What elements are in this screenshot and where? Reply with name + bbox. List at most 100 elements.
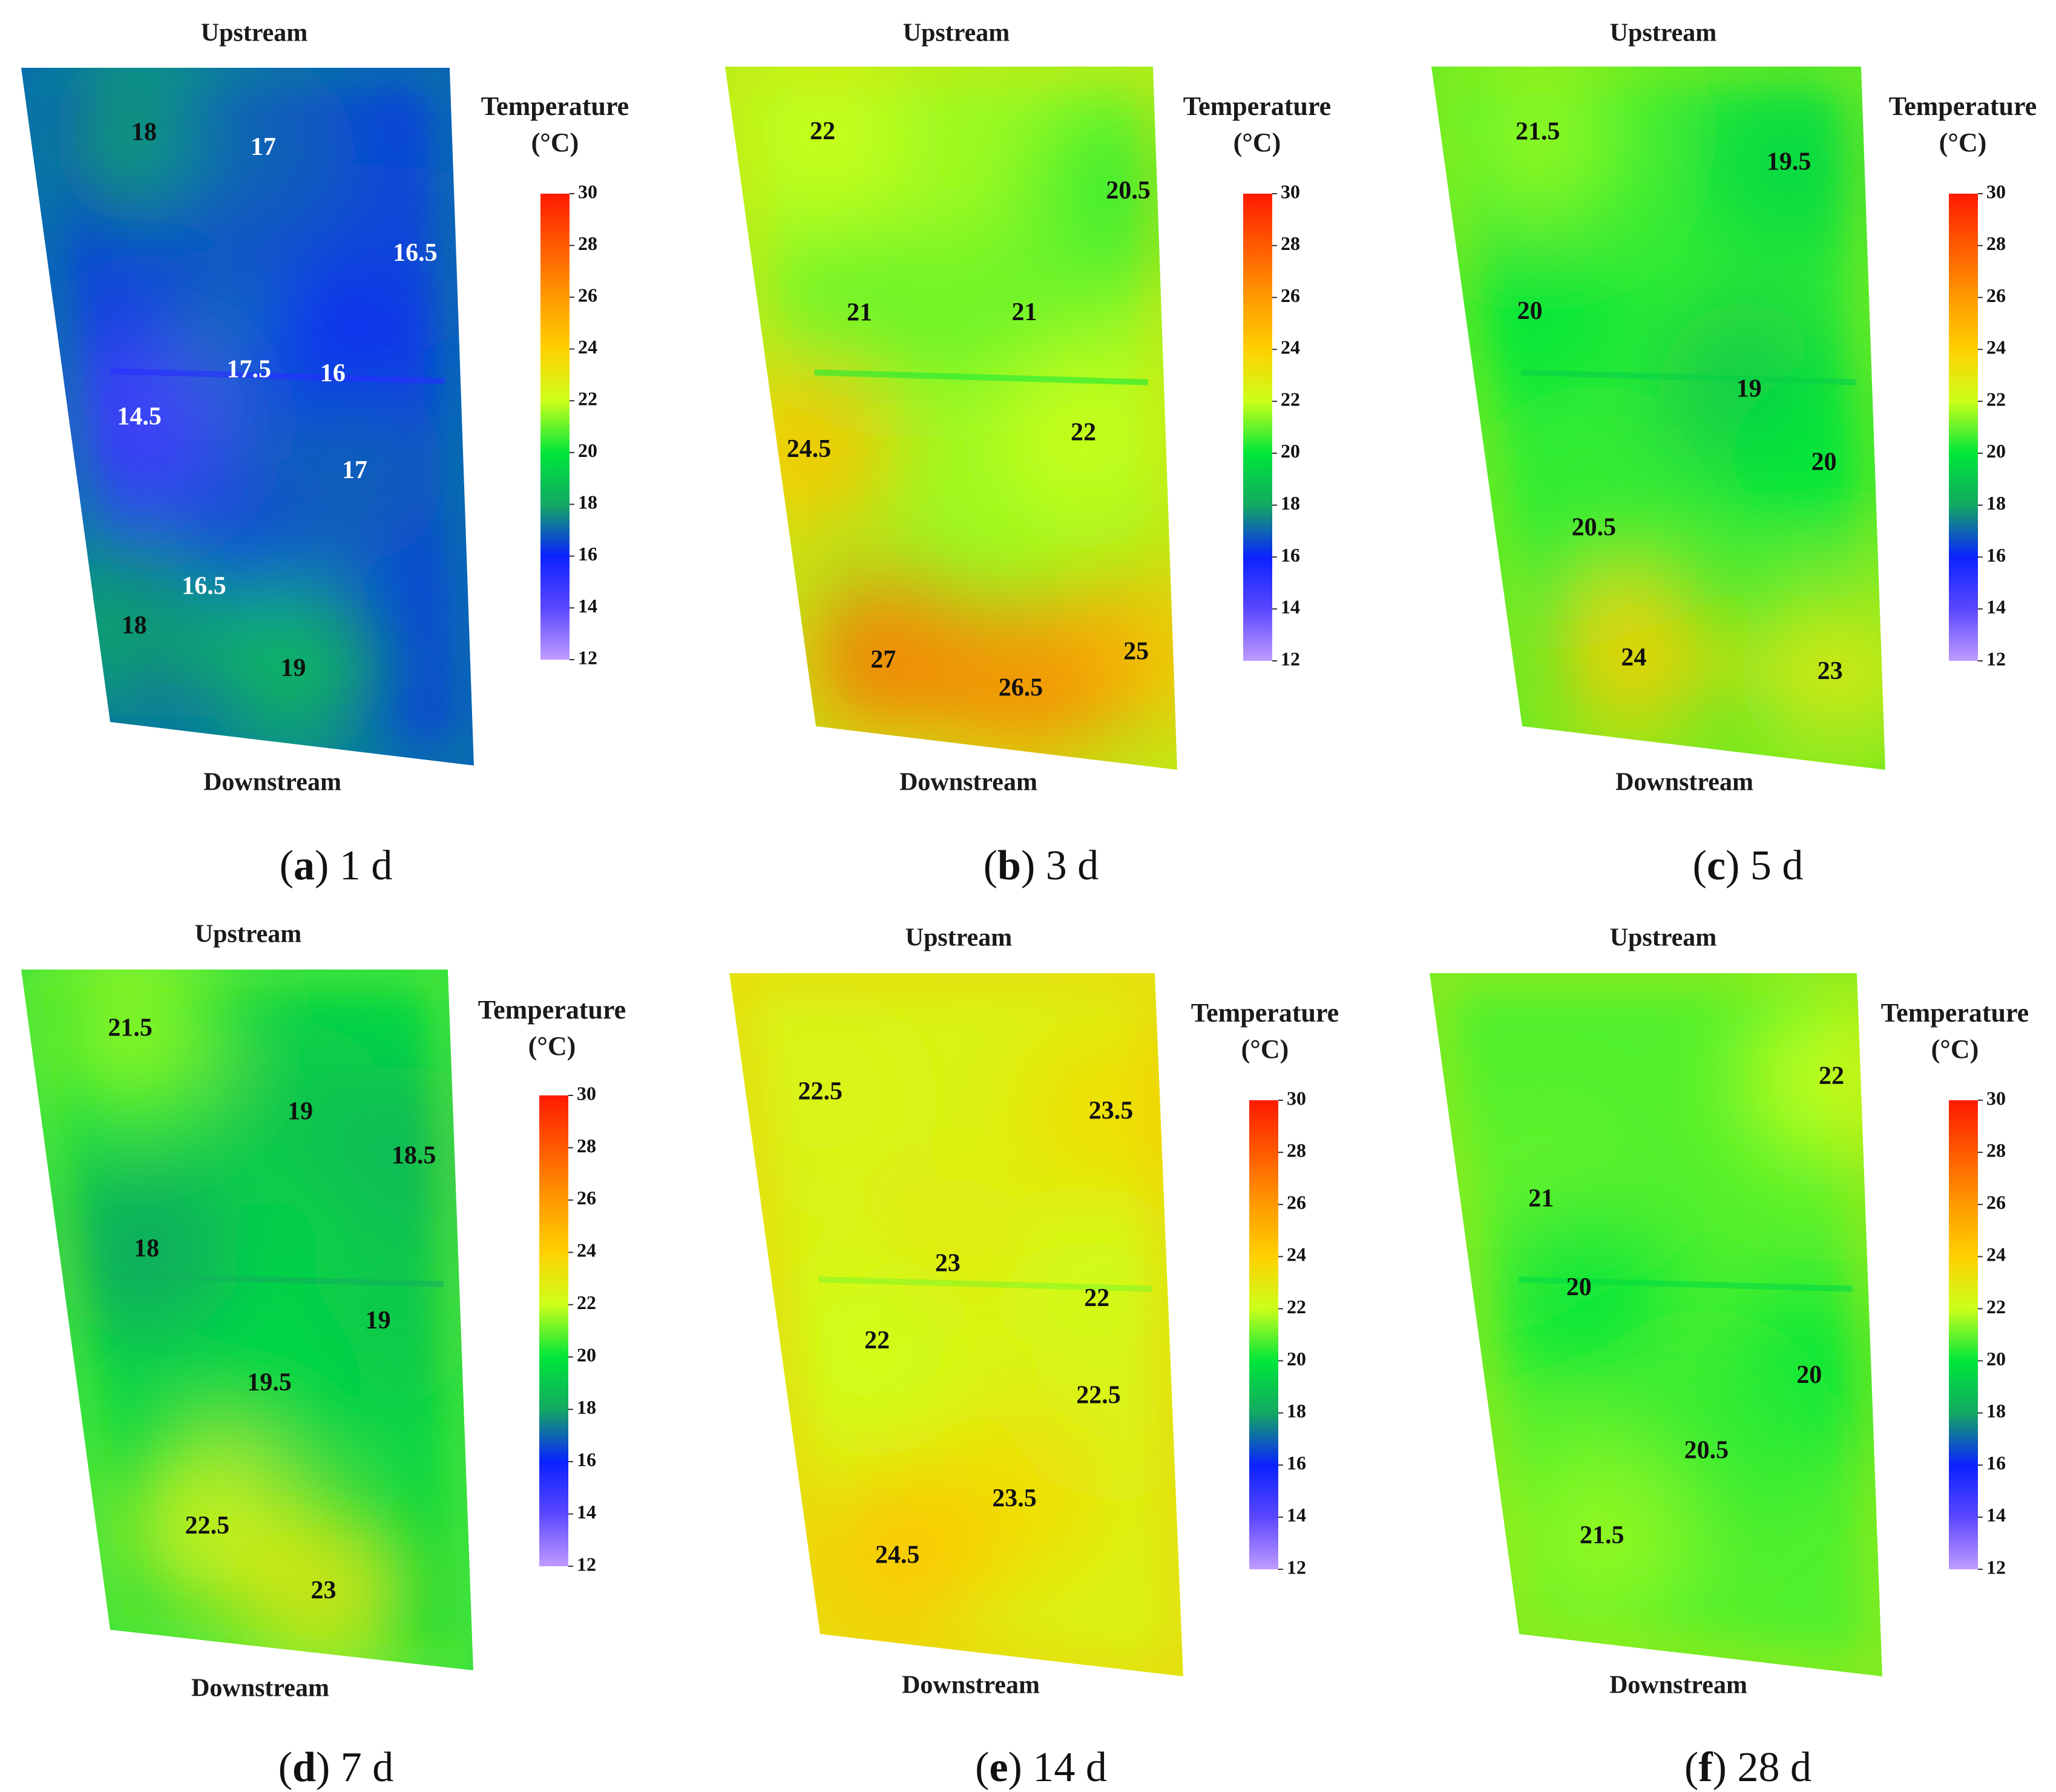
caption-paren: ( <box>278 1744 292 1791</box>
downstream-label: Downstream <box>899 769 1037 796</box>
caption-letter: f <box>1698 1744 1713 1791</box>
joint-line <box>110 368 445 384</box>
field-blob <box>1543 569 1725 751</box>
colorbar-tick-label: 16 <box>1281 544 1300 566</box>
colorbar-tick-label: 20 <box>1281 440 1300 462</box>
temperature-field-c <box>1431 67 1885 770</box>
panel-c: 21.5 19.5 20 19 20 20.5 23 24 Upstream Downstream… <box>1431 19 2037 889</box>
caption-age: 28 d <box>1737 1744 1811 1791</box>
legend-unit: (°C) <box>531 128 579 157</box>
colorbar-tick-label: 18 <box>1986 1400 2006 1422</box>
panel-f: 22 21 20 20 20.5 21.5 Upstream Downstream Temper… <box>1430 924 2029 1791</box>
field-blob <box>1447 67 1629 225</box>
colorbar-tick-label: 14 <box>1281 596 1300 618</box>
field-blob <box>792 571 974 753</box>
field-blob <box>232 1502 415 1670</box>
colorbar-tick-label: 28 <box>1281 232 1300 254</box>
temperature-label: 19.5 <box>247 1369 292 1397</box>
temperature-label: 19 <box>287 1098 313 1126</box>
temperature-label: 24.5 <box>787 435 832 463</box>
legend-title: Temperature <box>1191 998 1339 1028</box>
caption-letter: e <box>989 1744 1008 1791</box>
temperature-label: 23.5 <box>1089 1097 1134 1124</box>
colorbar-tick-label: 14 <box>577 1501 596 1523</box>
caption-paren: ( <box>984 842 997 889</box>
upstream-label: Upstream <box>1610 924 1717 952</box>
colorbar-tick-label: 20 <box>578 439 597 461</box>
temperature-field-a <box>21 68 474 766</box>
field-blob <box>1439 222 1621 404</box>
colorbar-tick-label: 20 <box>1986 440 2006 462</box>
colorbar-tick-label: 16 <box>578 543 597 565</box>
field-blob <box>1488 1198 1670 1380</box>
colorbar <box>540 194 570 660</box>
colorbar-tick-label: 12 <box>1986 1556 2006 1578</box>
colorbar-tick-label: 24 <box>1986 336 2006 358</box>
downstream-label: Downstream <box>1615 769 1753 796</box>
caption-paren: ( <box>1693 842 1707 889</box>
legend-title: Temperature <box>1889 91 2037 121</box>
temperature-label: 19 <box>366 1307 391 1334</box>
colorbar-tick-label: 28 <box>578 232 597 254</box>
upstream-label: Upstream <box>1610 19 1717 47</box>
panel-caption: (f) 28 d <box>1684 1744 1811 1791</box>
field-blobs <box>729 1002 1183 1648</box>
downstream-label: Downstream <box>902 1672 1040 1699</box>
colorbar-tick-label: 12 <box>577 1553 596 1575</box>
colorbar-tick-label: 22 <box>1287 1296 1306 1318</box>
legend-unit: (°C) <box>1233 128 1281 157</box>
field-blob <box>179 1293 361 1475</box>
panel-b: 22 20.5 21 21 22 24.5 25 27 26.5 Upstream Downstre… <box>725 19 1331 889</box>
colorbar-tick-label: 22 <box>1986 1296 2006 1318</box>
temperature-label: 19 <box>280 654 306 682</box>
temperature-label: 22 <box>810 117 835 145</box>
upstream-label: Upstream <box>903 19 1010 47</box>
temperature-label: 24.5 <box>875 1541 920 1569</box>
downstream-label: Downstream <box>191 1675 329 1702</box>
caption-paren: ( <box>975 1744 989 1791</box>
field-blob <box>930 599 1112 770</box>
joint-line <box>1520 369 1856 386</box>
caption-paren: ( <box>1684 1744 1698 1791</box>
temperature-label: 22.5 <box>1076 1381 1121 1409</box>
colorbar-tick-label: 30 <box>578 180 597 202</box>
colorbar-tick-label: 26 <box>1986 1192 2006 1213</box>
temperature-label: 22 <box>864 1327 890 1354</box>
temperature-field-e <box>729 973 1183 1676</box>
panel-a: 18 17 16.5 17.5 16 14.5 17 16.5 18 19 Upstream Down… <box>21 19 629 889</box>
colorbar-tick-label: 24 <box>1287 1244 1306 1265</box>
downstream-label: Downstream <box>1609 1672 1747 1699</box>
caption-age: 14 d <box>1033 1744 1107 1791</box>
colorbar-tick-label: 18 <box>577 1396 596 1418</box>
temperature-label: 18 <box>134 1235 159 1262</box>
legend-unit: (°C) <box>1939 128 1987 157</box>
temperature-label: 23 <box>935 1250 961 1278</box>
temperature-field-b <box>725 67 1177 770</box>
colorbar <box>1949 1100 1978 1569</box>
caption-age: 5 d <box>1750 842 1804 889</box>
panel-caption: (e) 14 d <box>975 1744 1107 1791</box>
legend-title: Temperature <box>478 995 626 1025</box>
temperature-field-d <box>21 970 473 1670</box>
field-blob <box>769 223 951 405</box>
field-rim <box>21 970 473 1670</box>
colorbar-tick-label: 20 <box>1986 1348 2006 1370</box>
colorbar-tick-label: 20 <box>1287 1348 1306 1370</box>
joint-line <box>818 1276 1152 1292</box>
caption-paren: ) <box>1713 1744 1738 1791</box>
temperature-label: 20 <box>1796 1361 1822 1389</box>
temperature-label: 21 <box>1011 298 1037 326</box>
field-blob <box>56 1160 238 1342</box>
caption-age: 1 d <box>340 842 393 889</box>
colorbar-tick-label: 24 <box>1281 336 1300 358</box>
caption-paren: ( <box>280 842 294 889</box>
temperature-label: 18 <box>122 612 147 640</box>
temperature-label: 17.5 <box>227 355 272 383</box>
colorbar-tick-label: 14 <box>1287 1504 1306 1526</box>
temperature-label: 20 <box>1517 297 1543 325</box>
legend-title: Temperature <box>1881 998 2029 1028</box>
colorbar-tick-label: 12 <box>1986 648 2006 669</box>
temperature-label: 17 <box>251 133 276 161</box>
colorbar-tick-label: 22 <box>578 388 597 410</box>
